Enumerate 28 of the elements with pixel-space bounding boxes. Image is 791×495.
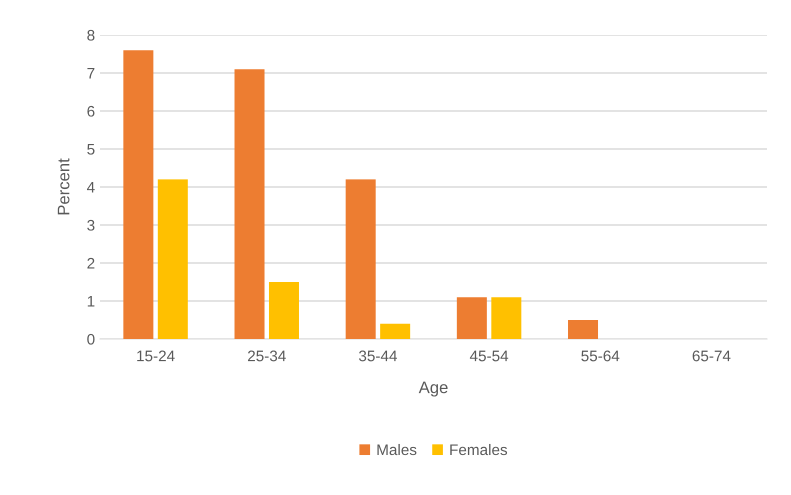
bar <box>123 50 154 339</box>
bar <box>268 282 299 339</box>
bar <box>346 179 376 339</box>
bar <box>234 69 265 339</box>
y-tick-label: 4 <box>86 182 95 193</box>
y-tick-label: 7 <box>87 68 94 79</box>
x-tick-label: 35-44 <box>358 350 398 362</box>
x-tick-label: 65-74 <box>692 350 731 362</box>
y-tick-label: 8 <box>87 30 94 41</box>
x-tick-label: 25-34 <box>248 350 286 362</box>
x-tick-label: 15-24 <box>137 350 175 362</box>
y-tick-label: 2 <box>87 258 94 269</box>
y-tick-label: 1 <box>88 296 94 307</box>
bar <box>491 297 522 339</box>
bar <box>456 297 487 339</box>
y-tick-label: 0 <box>87 334 95 345</box>
bar <box>158 179 188 339</box>
y-axis-title: Percent <box>58 158 70 214</box>
x-tick-label: 45-54 <box>470 350 508 362</box>
bar <box>568 320 598 339</box>
x-tick-label: 55-64 <box>581 350 620 362</box>
y-tick-label: 3 <box>87 220 94 231</box>
y-tick-label: 5 <box>87 144 94 155</box>
bar <box>380 324 410 339</box>
legend-label: Males <box>377 444 416 456</box>
y-tick-label: 6 <box>87 106 94 117</box>
legend-label: Females <box>450 444 508 456</box>
x-axis-title: Age <box>418 382 448 397</box>
